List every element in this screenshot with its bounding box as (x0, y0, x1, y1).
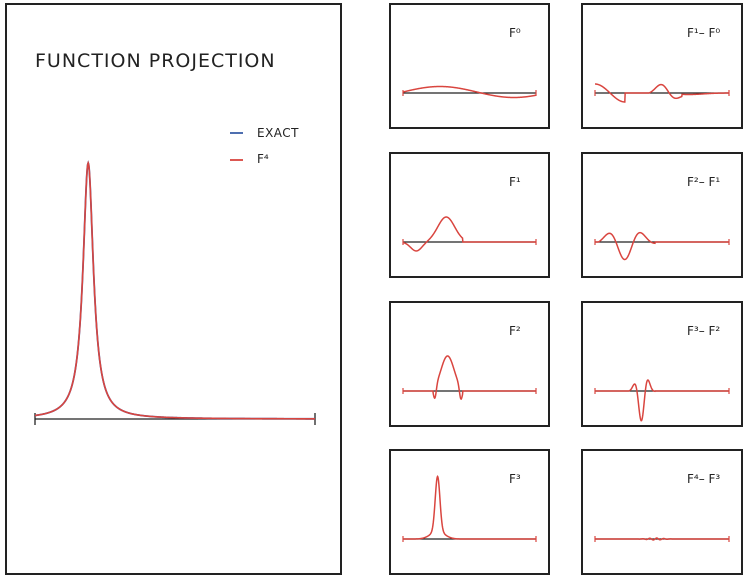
d43-curve (595, 537, 729, 541)
f0-curve (402, 85, 537, 99)
series-f4-line (34, 160, 315, 420)
panel-f2-label: F² (509, 324, 521, 338)
panel-f3-minus-f2-plot: F³– F² (594, 324, 730, 422)
panel-f2-minus-f1-label: F²– F¹ (687, 175, 720, 189)
panel-f1-minus-f0: F¹– F⁰ (581, 3, 743, 129)
panel-f4-minus-f3-label: F⁴– F³ (687, 472, 720, 486)
panel-f2-plot: F² (402, 324, 537, 400)
panel-f3-minus-f2-label: F³– F² (687, 324, 720, 338)
d21-curve (595, 231, 729, 261)
panel-f0-plot: F⁰ (402, 26, 537, 99)
panel-f4-minus-f3-plot: F⁴– F³ (594, 472, 730, 542)
legend-f4-label: F⁴ (257, 152, 269, 166)
d10-curve (594, 83, 729, 103)
panel-f0-label: F⁰ (509, 26, 521, 40)
panel-f3-minus-f2: F³– F² (581, 301, 743, 427)
panel-f2-minus-f1: F²– F¹ (581, 152, 743, 278)
panel-f1-minus-f0-label: F¹– F⁰ (687, 26, 720, 40)
panel-f2: F² (389, 301, 550, 427)
panel-f1-minus-f0-plot: F¹– F⁰ (594, 26, 730, 103)
chart-title: FUNCTION PROJECTION (35, 50, 276, 72)
panel-f0: F⁰ (389, 3, 550, 129)
panel-f1: F¹ (389, 152, 550, 278)
panel-f3-plot: F³ (402, 472, 537, 542)
panel-f1-label: F¹ (509, 175, 521, 189)
legend-exact-label: EXACT (257, 126, 299, 140)
f1-curve (402, 216, 536, 252)
panel-f4-minus-f3: F⁴– F³ (581, 449, 743, 575)
panel-f3: F³ (389, 449, 550, 575)
main-chart-panel: FUNCTION PROJECTION EXACT F⁴ (5, 3, 342, 575)
panel-f2-minus-f1-plot: F²– F¹ (594, 175, 730, 261)
d32-curve (595, 379, 729, 422)
f3-curve (403, 475, 536, 540)
main-chart: FUNCTION PROJECTION EXACT F⁴ (34, 50, 316, 425)
panel-f1-plot: F¹ (402, 175, 537, 252)
panel-f3-label: F³ (509, 472, 521, 486)
f2-curve (403, 355, 536, 400)
series-exact-line (34, 160, 315, 420)
main-plot-area (34, 160, 316, 425)
